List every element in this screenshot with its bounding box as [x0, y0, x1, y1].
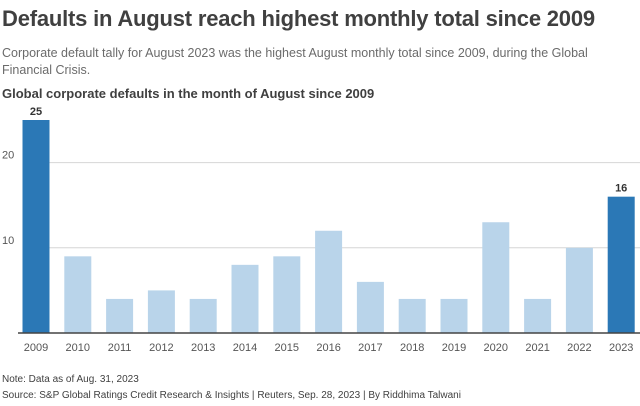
bar-2014 — [231, 264, 259, 333]
footnote-note: Note: Data as of Aug. 31, 2023 — [2, 374, 139, 385]
x-tick-label-2011: 2011 — [108, 342, 132, 354]
bar-2016 — [315, 230, 343, 333]
y-tick-label-20: 20 — [2, 150, 14, 162]
chart-title: Global corporate defaults in the month o… — [2, 86, 375, 101]
x-tick-label-2022: 2022 — [567, 342, 591, 354]
x-tick-label-2020: 2020 — [484, 342, 508, 354]
bar-2013 — [189, 298, 217, 333]
x-tick-label-2014: 2014 — [233, 342, 257, 354]
bar-chart: 10 20 2009 2010 2011 2012 2013 2014 2015 2016 2017… — [2, 106, 640, 354]
x-tick-label-2017: 2017 — [358, 342, 382, 354]
bar-2018 — [398, 298, 426, 333]
bar-2015 — [273, 256, 301, 333]
x-tick-label-2016: 2016 — [316, 342, 340, 354]
x-tick-label-2012: 2012 — [149, 342, 173, 354]
footnote-source: Source: S&P Global Ratings Credit Resear… — [2, 390, 461, 401]
bar-2020 — [482, 222, 510, 333]
x-tick-label-2013: 2013 — [191, 342, 215, 354]
data-label-2023: 16 — [615, 183, 627, 195]
x-tick-label-2021: 2021 — [525, 342, 549, 354]
x-tick-label-2010: 2010 — [66, 342, 90, 354]
bar-2019 — [440, 298, 468, 333]
page-title: Defaults in August reach highest monthly… — [2, 6, 595, 31]
x-tick-label-2019: 2019 — [442, 342, 466, 354]
bar-2012 — [147, 290, 175, 333]
y-tick-label-10: 10 — [2, 235, 14, 247]
bar-2009 — [22, 120, 50, 333]
x-tick-label-2009: 2009 — [24, 342, 48, 354]
bar-2023 — [607, 196, 635, 333]
bar-2010 — [64, 256, 92, 333]
data-label-2009: 25 — [30, 106, 42, 118]
bar-2017 — [356, 281, 384, 333]
x-tick-label-2018: 2018 — [400, 342, 424, 354]
page-subtitle: Corporate default tally for August 2023 … — [2, 46, 588, 77]
x-tick-label-2015: 2015 — [275, 342, 299, 354]
bar-2011 — [106, 298, 134, 333]
bar-2022 — [565, 247, 593, 333]
bar-2021 — [524, 298, 552, 333]
x-tick-label-2023: 2023 — [609, 342, 633, 354]
